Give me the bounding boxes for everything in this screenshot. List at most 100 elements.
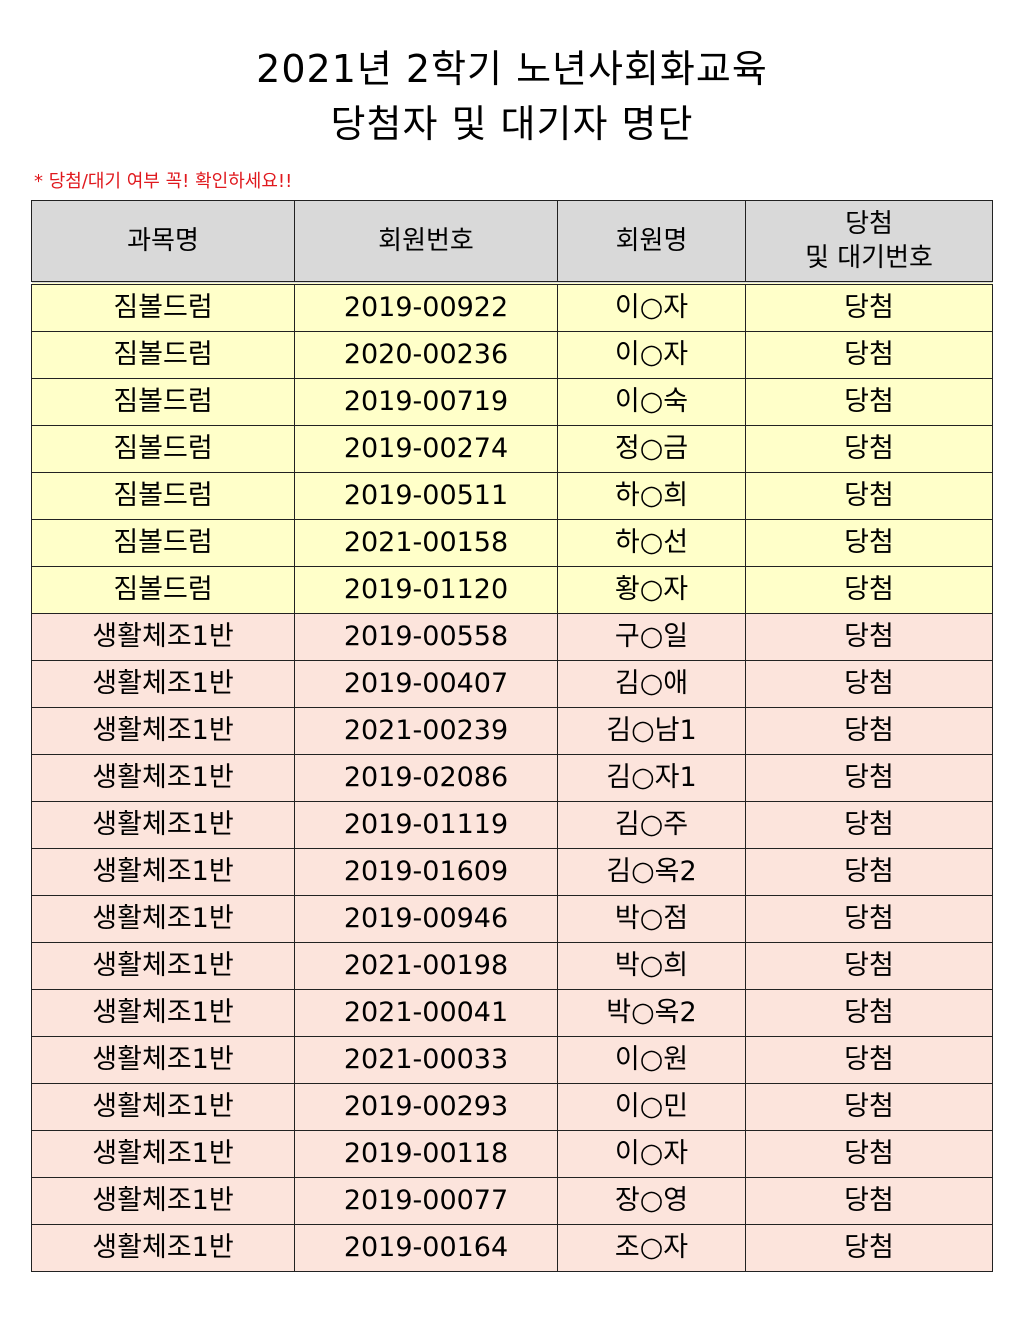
cell-member-no: 2019-00719 xyxy=(294,378,558,426)
cell-member-name: 하○희 xyxy=(557,472,746,520)
table-row: 짐볼드럼 2021-00158 하○선 당첨 xyxy=(31,519,993,567)
cell-member-no: 2019-00077 xyxy=(294,1177,558,1225)
table-row: 생활체조1반 2019-00946 박○점 당첨 xyxy=(31,895,993,943)
cell-status: 당첨 xyxy=(745,1083,993,1131)
table-row: 짐볼드럼 2020-00236 이○자 당첨 xyxy=(31,331,993,379)
cell-member-name: 이○민 xyxy=(557,1083,746,1131)
cell-member-name: 박○점 xyxy=(557,895,746,943)
cell-course: 생활체조1반 xyxy=(31,942,295,990)
cell-course: 생활체조1반 xyxy=(31,660,295,708)
table-row: 생활체조1반 2021-00239 김○남1 당첨 xyxy=(31,707,993,755)
cell-member-no: 2019-01120 xyxy=(294,566,558,614)
cell-member-name: 이○자 xyxy=(557,1130,746,1178)
cell-member-no: 2019-00922 xyxy=(294,282,558,332)
cell-member-no: 2019-02086 xyxy=(294,754,558,802)
cell-status: 당첨 xyxy=(745,1036,993,1084)
cell-course: 짐볼드럼 xyxy=(31,566,295,614)
cell-member-name: 하○선 xyxy=(557,519,746,567)
table-row: 짐볼드럼 2019-01120 황○자 당첨 xyxy=(31,566,993,614)
table-row: 생활체조1반 2021-00041 박○옥2 당첨 xyxy=(31,989,993,1037)
cell-status: 당첨 xyxy=(745,613,993,661)
cell-status: 당첨 xyxy=(745,848,993,896)
cell-member-name: 조○자 xyxy=(557,1224,746,1272)
cell-status: 당첨 xyxy=(745,942,993,990)
table-row: 생활체조1반 2019-00164 조○자 당첨 xyxy=(31,1224,993,1272)
cell-course: 생활체조1반 xyxy=(31,1224,295,1272)
cell-status: 당첨 xyxy=(745,519,993,567)
cell-member-no: 2019-00558 xyxy=(294,613,558,661)
table-row: 생활체조1반 2019-01119 김○주 당첨 xyxy=(31,801,993,849)
cell-member-no: 2019-00293 xyxy=(294,1083,558,1131)
cell-status: 당첨 xyxy=(745,425,993,473)
cell-member-name: 이○자 xyxy=(557,331,746,379)
cell-status: 당첨 xyxy=(745,378,993,426)
cell-course: 생활체조1반 xyxy=(31,707,295,755)
cell-member-no: 2019-00164 xyxy=(294,1224,558,1272)
cell-status: 당첨 xyxy=(745,707,993,755)
roster-table: 과목명 회원번호 회원명 당첨 및 대기번호 짐볼드럼 2019-00922 이○자… xyxy=(31,200,993,1272)
cell-course: 생활체조1반 xyxy=(31,1083,295,1131)
cell-course: 생활체조1반 xyxy=(31,895,295,943)
page-subtitle: 당첨자 및 대기자 명단 xyxy=(330,102,694,146)
cell-member-name: 박○옥2 xyxy=(557,989,746,1037)
cell-course: 생활체조1반 xyxy=(31,754,295,802)
cell-status: 당첨 xyxy=(745,1224,993,1272)
cell-member-no: 2021-00041 xyxy=(294,989,558,1037)
cell-member-name: 정○금 xyxy=(557,425,746,473)
table-row: 짐볼드럼 2019-00719 이○숙 당첨 xyxy=(31,378,993,426)
cell-course: 짐볼드럼 xyxy=(31,425,295,473)
table-row: 생활체조1반 2019-02086 김○자1 당첨 xyxy=(31,754,993,802)
cell-status: 당첨 xyxy=(745,472,993,520)
cell-member-name: 김○자1 xyxy=(557,754,746,802)
table-row: 생활체조1반 2019-01609 김○옥2 당첨 xyxy=(31,848,993,896)
cell-status: 당첨 xyxy=(745,801,993,849)
cell-status: 당첨 xyxy=(745,331,993,379)
cell-member-no: 2021-00239 xyxy=(294,707,558,755)
cell-member-no: 2021-00158 xyxy=(294,519,558,567)
cell-member-name: 박○희 xyxy=(557,942,746,990)
cell-member-no: 2019-00118 xyxy=(294,1130,558,1178)
cell-course: 생활체조1반 xyxy=(31,613,295,661)
header-status-line2: 및 대기번호 xyxy=(805,243,933,273)
cell-member-name: 이○자 xyxy=(557,282,746,332)
cell-member-no: 2019-00274 xyxy=(294,425,558,473)
cell-status: 당첨 xyxy=(745,754,993,802)
notice-text: * 당첨/대기 여부 꼭! 확인하세요!! xyxy=(34,171,293,192)
header-status: 당첨 및 대기번호 xyxy=(745,200,993,285)
cell-course: 생활체조1반 xyxy=(31,1036,295,1084)
cell-status: 당첨 xyxy=(745,989,993,1037)
table-row: 짐볼드럼 2019-00922 이○자 당첨 xyxy=(31,282,993,332)
table-header-row: 과목명 회원번호 회원명 당첨 및 대기번호 xyxy=(31,200,993,285)
cell-member-name: 구○일 xyxy=(557,613,746,661)
header-course: 과목명 xyxy=(31,200,295,285)
page-title: 2021년 2학기 노년사회화교육 xyxy=(256,47,768,91)
cell-status: 당첨 xyxy=(745,566,993,614)
cell-status: 당첨 xyxy=(745,1130,993,1178)
cell-course: 짐볼드럼 xyxy=(31,519,295,567)
table-row: 생활체조1반 2021-00033 이○원 당첨 xyxy=(31,1036,993,1084)
table-row: 짐볼드럼 2019-00274 정○금 당첨 xyxy=(31,425,993,473)
table-row: 생활체조1반 2019-00077 장○영 당첨 xyxy=(31,1177,993,1225)
cell-course: 짐볼드럼 xyxy=(31,378,295,426)
cell-member-no: 2021-00198 xyxy=(294,942,558,990)
cell-course: 생활체조1반 xyxy=(31,801,295,849)
cell-course: 생활체조1반 xyxy=(31,1130,295,1178)
table-row: 짐볼드럼 2019-00511 하○희 당첨 xyxy=(31,472,993,520)
cell-member-name: 김○주 xyxy=(557,801,746,849)
cell-member-name: 김○애 xyxy=(557,660,746,708)
cell-member-name: 이○숙 xyxy=(557,378,746,426)
cell-member-no: 2021-00033 xyxy=(294,1036,558,1084)
cell-member-no: 2019-01119 xyxy=(294,801,558,849)
cell-course: 짐볼드럼 xyxy=(31,472,295,520)
cell-course: 짐볼드럼 xyxy=(31,282,295,332)
cell-course: 짐볼드럼 xyxy=(31,331,295,379)
cell-member-name: 황○자 xyxy=(557,566,746,614)
cell-course: 생활체조1반 xyxy=(31,1177,295,1225)
cell-status: 당첨 xyxy=(745,1177,993,1225)
table-row: 생활체조1반 2019-00293 이○민 당첨 xyxy=(31,1083,993,1131)
header-status-line1: 당첨 xyxy=(845,209,893,239)
table-row: 생활체조1반 2019-00558 구○일 당첨 xyxy=(31,613,993,661)
cell-member-name: 김○남1 xyxy=(557,707,746,755)
cell-member-no: 2020-00236 xyxy=(294,331,558,379)
table-row: 생활체조1반 2019-00407 김○애 당첨 xyxy=(31,660,993,708)
